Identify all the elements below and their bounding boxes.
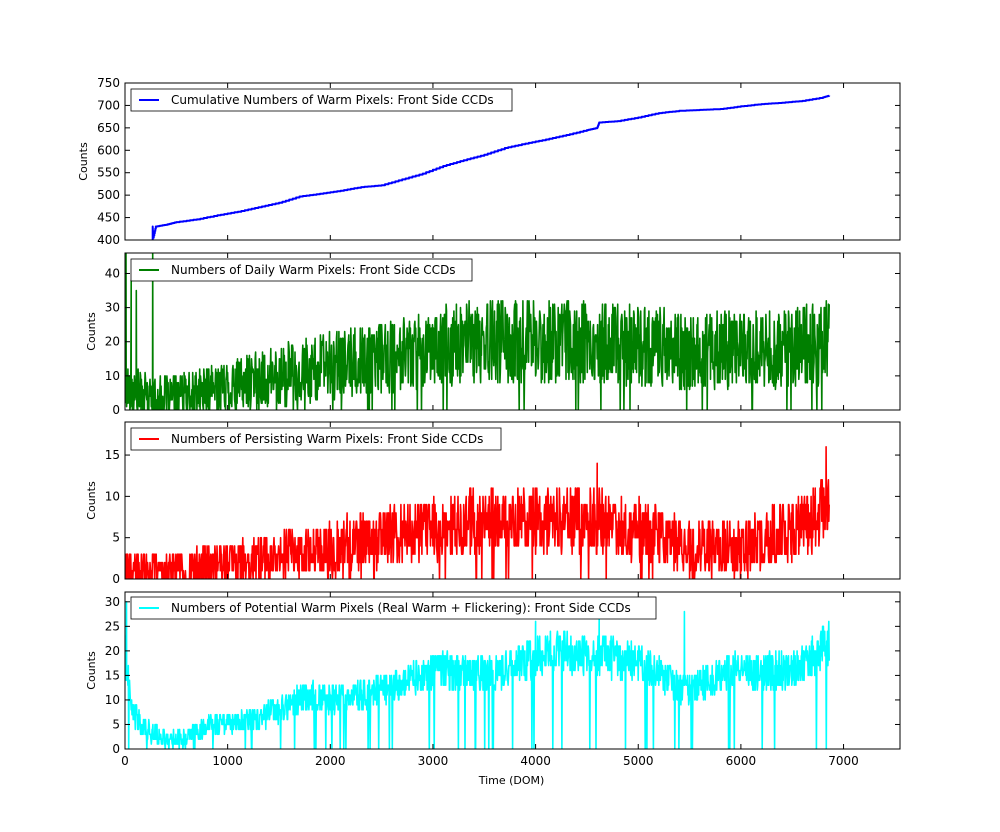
- x-tick-label: 3000: [418, 754, 449, 768]
- y-tick-label: 20: [105, 335, 120, 349]
- panel-3: 0 5 10 15 Counts Numbers of Persisting Warm P…: [85, 421, 901, 586]
- x-tick-label: 7000: [828, 754, 859, 768]
- y-tick-label: 30: [105, 595, 120, 609]
- y-tick-label: 20: [105, 644, 120, 658]
- y-tick-label: 700: [97, 98, 120, 112]
- plot-frame: [124, 82, 901, 241]
- y-tick-label: 15: [105, 448, 120, 462]
- y-tick-label: 25: [105, 619, 120, 633]
- legend-box: [130, 596, 657, 620]
- y-tick-label: 0: [112, 572, 120, 586]
- x-tick-label: 6000: [726, 754, 757, 768]
- x-tick-label: 4000: [520, 754, 551, 768]
- y-tick-label: 750: [97, 76, 120, 90]
- y-tick-label: 15: [105, 668, 120, 682]
- plot-frame: [124, 591, 901, 750]
- y-axis-label: Counts: [85, 312, 98, 351]
- y-tick-label: 10: [105, 693, 120, 707]
- panel-2: 0 10 20 30 40 Counts Numbers of Daily Warm Pix…: [85, 252, 901, 417]
- series-line: [125, 601, 830, 749]
- legend-box: [130, 427, 502, 451]
- y-tick-label: 10: [105, 369, 120, 383]
- y-tick-label: 10: [105, 489, 120, 503]
- plot-frame: [124, 252, 901, 411]
- legend-box: [130, 258, 473, 282]
- y-tick-label: 500: [97, 188, 120, 202]
- legend-label: Numbers of Daily Warm Pixels: Front Side…: [171, 263, 456, 277]
- y-tick-label: 30: [105, 301, 120, 315]
- legend: Numbers of Persisting Warm Pixels: Front…: [130, 427, 502, 451]
- series-line: [151, 94, 831, 240]
- plot-frame: [124, 421, 901, 580]
- y-tick-label: 550: [97, 166, 120, 180]
- panel-1: 400 450 500 550 600 650 700 750 Counts Cumulative…: [77, 76, 901, 247]
- x-tick-label: 0: [121, 754, 129, 768]
- y-axis-label: Counts: [77, 142, 90, 181]
- y-tick-label: 600: [97, 143, 120, 157]
- legend-label: Numbers of Persisting Warm Pixels: Front…: [171, 432, 483, 446]
- legend: Cumulative Numbers of Warm Pixels: Front…: [130, 88, 513, 112]
- legend-label: Numbers of Potential Warm Pixels (Real W…: [171, 601, 631, 615]
- legend: Numbers of Potential Warm Pixels (Real W…: [130, 596, 657, 620]
- x-tick-label: 2000: [315, 754, 346, 768]
- y-tick-label: 40: [105, 266, 120, 280]
- y-tick-label: 5: [112, 717, 120, 731]
- legend: Numbers of Daily Warm Pixels: Front Side…: [130, 258, 473, 282]
- y-tick-label: 0: [112, 742, 120, 756]
- legend-label: Cumulative Numbers of Warm Pixels: Front…: [171, 93, 494, 107]
- x-tick-label: 1000: [212, 754, 243, 768]
- x-axis-label: Time (DOM): [478, 774, 545, 787]
- y-tick-label: 400: [97, 233, 120, 247]
- y-tick-label: 450: [97, 211, 120, 225]
- y-axis-label: Counts: [85, 481, 98, 520]
- series-line: [125, 253, 830, 410]
- x-tick-label: 5000: [623, 754, 654, 768]
- y-tick-label: 5: [112, 531, 120, 545]
- legend-box: [130, 88, 513, 112]
- y-axis-label: Counts: [85, 651, 98, 690]
- panel-4: 0 5 10 15 20 25 30 0 1000 2000 3000 4000 5000 6000 700…: [85, 591, 901, 787]
- series-line: [125, 446, 830, 579]
- y-tick-label: 0: [112, 403, 120, 417]
- y-tick-label: 650: [97, 121, 120, 135]
